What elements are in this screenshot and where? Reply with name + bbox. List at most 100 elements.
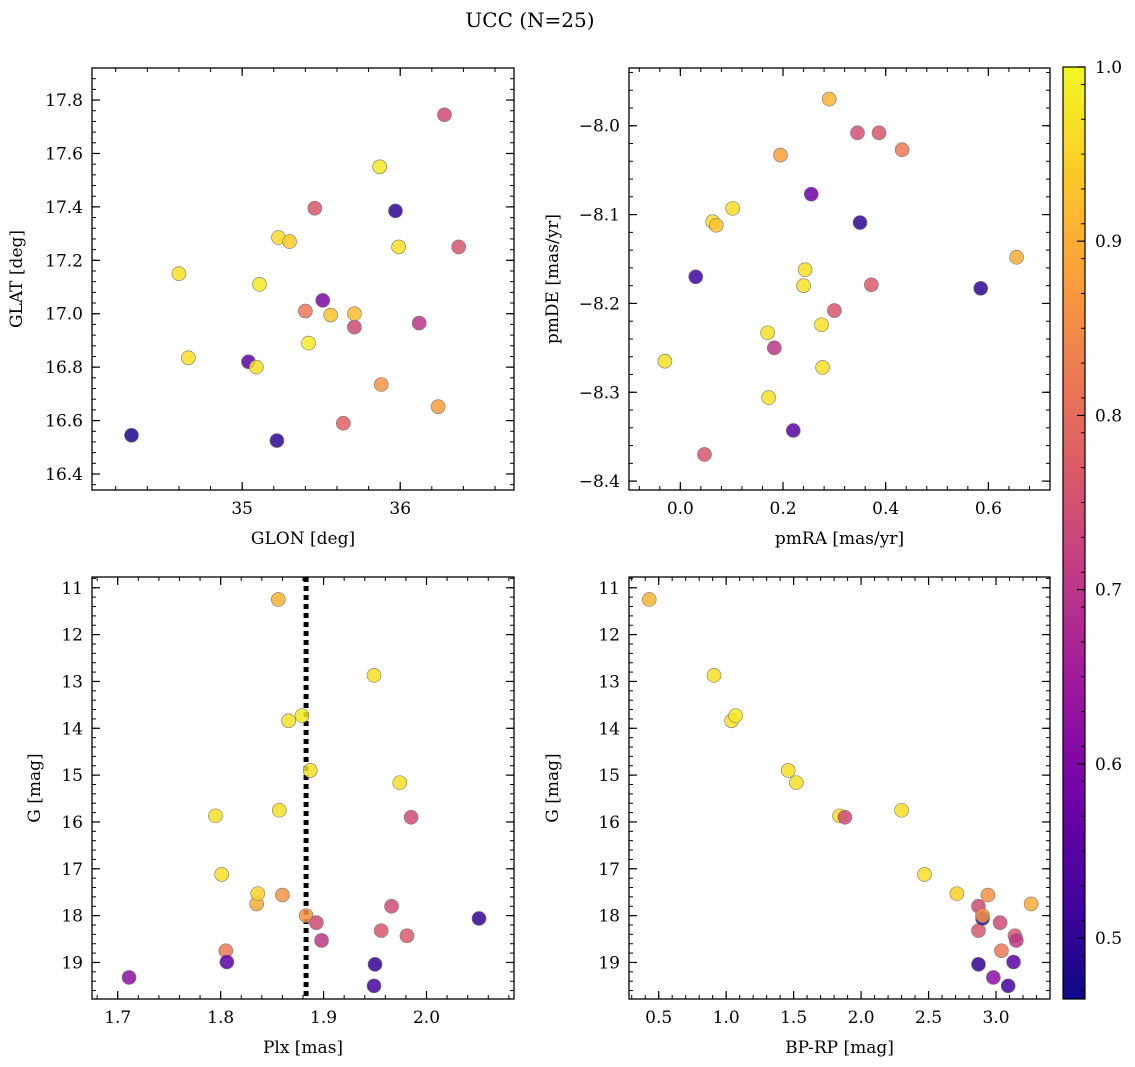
y-tick-label: 16.4 bbox=[45, 465, 83, 485]
scatter-point bbox=[373, 923, 389, 938]
y-tick-label: 17.0 bbox=[45, 305, 83, 325]
scatter-point bbox=[980, 887, 996, 903]
scatter-point bbox=[973, 281, 988, 296]
scatter-point bbox=[697, 447, 712, 462]
y-axis-label: G [mag] bbox=[543, 753, 563, 822]
scatter-point bbox=[761, 390, 776, 405]
y-tick-label: −8.4 bbox=[579, 472, 620, 492]
y-tick-label: 14 bbox=[598, 719, 620, 739]
scatter-point bbox=[314, 933, 329, 948]
y-tick-label: 15 bbox=[598, 766, 620, 786]
x-axis-label: pmRA [mas/yr] bbox=[775, 529, 904, 549]
x-tick-label: 1.9 bbox=[310, 1008, 337, 1028]
scatter-point bbox=[773, 147, 788, 163]
x-tick-label: 1.0 bbox=[713, 1008, 740, 1028]
scatter-point bbox=[815, 360, 830, 375]
scatter-point bbox=[302, 763, 318, 778]
scatter-point bbox=[347, 319, 362, 335]
scatter-point bbox=[1000, 978, 1016, 994]
scatter-point bbox=[391, 239, 406, 255]
y-tick-label: 17.2 bbox=[45, 251, 83, 271]
scatter-point bbox=[367, 957, 383, 972]
x-tick-label: 0.4 bbox=[872, 499, 899, 519]
scatter-point bbox=[430, 399, 446, 414]
y-tick-label: −8.3 bbox=[579, 383, 620, 403]
scatter-point bbox=[403, 809, 419, 825]
scatter-point bbox=[1008, 933, 1024, 948]
x-tick-label: 1.8 bbox=[207, 1008, 234, 1028]
scatter-point bbox=[282, 234, 297, 249]
scatter-point bbox=[871, 125, 887, 141]
scatter-point bbox=[294, 708, 310, 723]
colorbar-tick-label: 0.7 bbox=[1095, 581, 1122, 601]
y-tick-label: 18 bbox=[598, 907, 620, 927]
scatter-point bbox=[986, 970, 1001, 985]
y-tick-label: 16 bbox=[61, 813, 83, 833]
colorbar-bar bbox=[1062, 66, 1086, 1000]
scatter-point bbox=[917, 867, 932, 882]
y-tick-label: 17.4 bbox=[45, 198, 83, 218]
axes-frame bbox=[91, 67, 515, 491]
scatter-point bbox=[688, 269, 704, 285]
scatter-point bbox=[471, 911, 487, 926]
x-axis-label: Plx [mas] bbox=[263, 1038, 343, 1058]
scatter-point bbox=[388, 203, 403, 219]
scatter-point bbox=[121, 970, 137, 985]
scatter-point bbox=[641, 592, 657, 607]
axes-frame bbox=[91, 576, 515, 1000]
panel-bprp-g: 0.5 1.0 1.5 2.0 2.5 3.0 11 12 13 14 15 16 17 18 19 BP-R… bbox=[543, 576, 1051, 1058]
scatter-point bbox=[124, 427, 139, 443]
colorbar-tick-label: 1.0 bbox=[1095, 58, 1122, 78]
scatter-point bbox=[821, 91, 837, 107]
scatter-point bbox=[336, 415, 351, 431]
scatter-point bbox=[1006, 954, 1021, 970]
scatter-point bbox=[250, 886, 266, 901]
x-tick-label: 2.5 bbox=[915, 1008, 942, 1028]
scatter-point bbox=[252, 277, 267, 292]
y-tick-label: 11 bbox=[61, 579, 83, 599]
x-tick-label: 1.5 bbox=[780, 1008, 807, 1028]
scatter-point bbox=[725, 201, 741, 216]
x-tick-label: 0.0 bbox=[667, 499, 694, 519]
scatter-point bbox=[366, 978, 382, 994]
scatter-point bbox=[785, 423, 801, 438]
scatter-point bbox=[301, 335, 316, 351]
y-axis-label: pmDE [mas/yr] bbox=[543, 214, 563, 344]
x-tick-label: 3.0 bbox=[983, 1008, 1010, 1028]
scatter-point bbox=[298, 908, 314, 923]
y-tick-label: 11 bbox=[598, 579, 620, 599]
scatter-point bbox=[971, 957, 986, 972]
y-tick-label: −8.0 bbox=[579, 117, 620, 137]
scatter-point bbox=[837, 809, 853, 825]
scatter-point bbox=[437, 107, 452, 123]
scatter-point bbox=[392, 775, 408, 790]
scatter-point bbox=[373, 377, 389, 392]
scatter-point bbox=[949, 886, 965, 901]
scatter-point bbox=[803, 186, 819, 202]
x-tick-label: 36 bbox=[389, 499, 411, 519]
scatter-point bbox=[827, 303, 842, 318]
scatter-point bbox=[399, 928, 415, 944]
x-tick-label: 0.6 bbox=[975, 499, 1002, 519]
y-tick-label: 12 bbox=[598, 626, 620, 646]
x-axis-label: BP-RP [mag] bbox=[785, 1038, 894, 1058]
scatter-point bbox=[894, 802, 909, 818]
x-tick-label: 2.0 bbox=[848, 1008, 875, 1028]
scatter-point bbox=[366, 668, 382, 683]
scatter-point bbox=[797, 262, 813, 277]
x-axis-label: GLON [deg] bbox=[251, 529, 355, 549]
scatter-point bbox=[971, 923, 986, 938]
y-tick-label: 16 bbox=[598, 813, 620, 833]
y-axis-label: G [mag] bbox=[25, 753, 45, 822]
scatter-point bbox=[992, 915, 1008, 930]
scatter-point bbox=[706, 668, 722, 683]
scatter-point bbox=[323, 307, 338, 323]
y-tick-label: 18 bbox=[61, 907, 83, 927]
scatter-point bbox=[975, 908, 990, 923]
y-tick-label: 17 bbox=[61, 860, 83, 880]
scatter-point bbox=[657, 353, 673, 369]
scatter-point bbox=[275, 887, 290, 903]
axes-frame bbox=[628, 67, 1051, 491]
y-tick-label: 19 bbox=[598, 953, 620, 973]
scatter-point bbox=[708, 217, 724, 233]
